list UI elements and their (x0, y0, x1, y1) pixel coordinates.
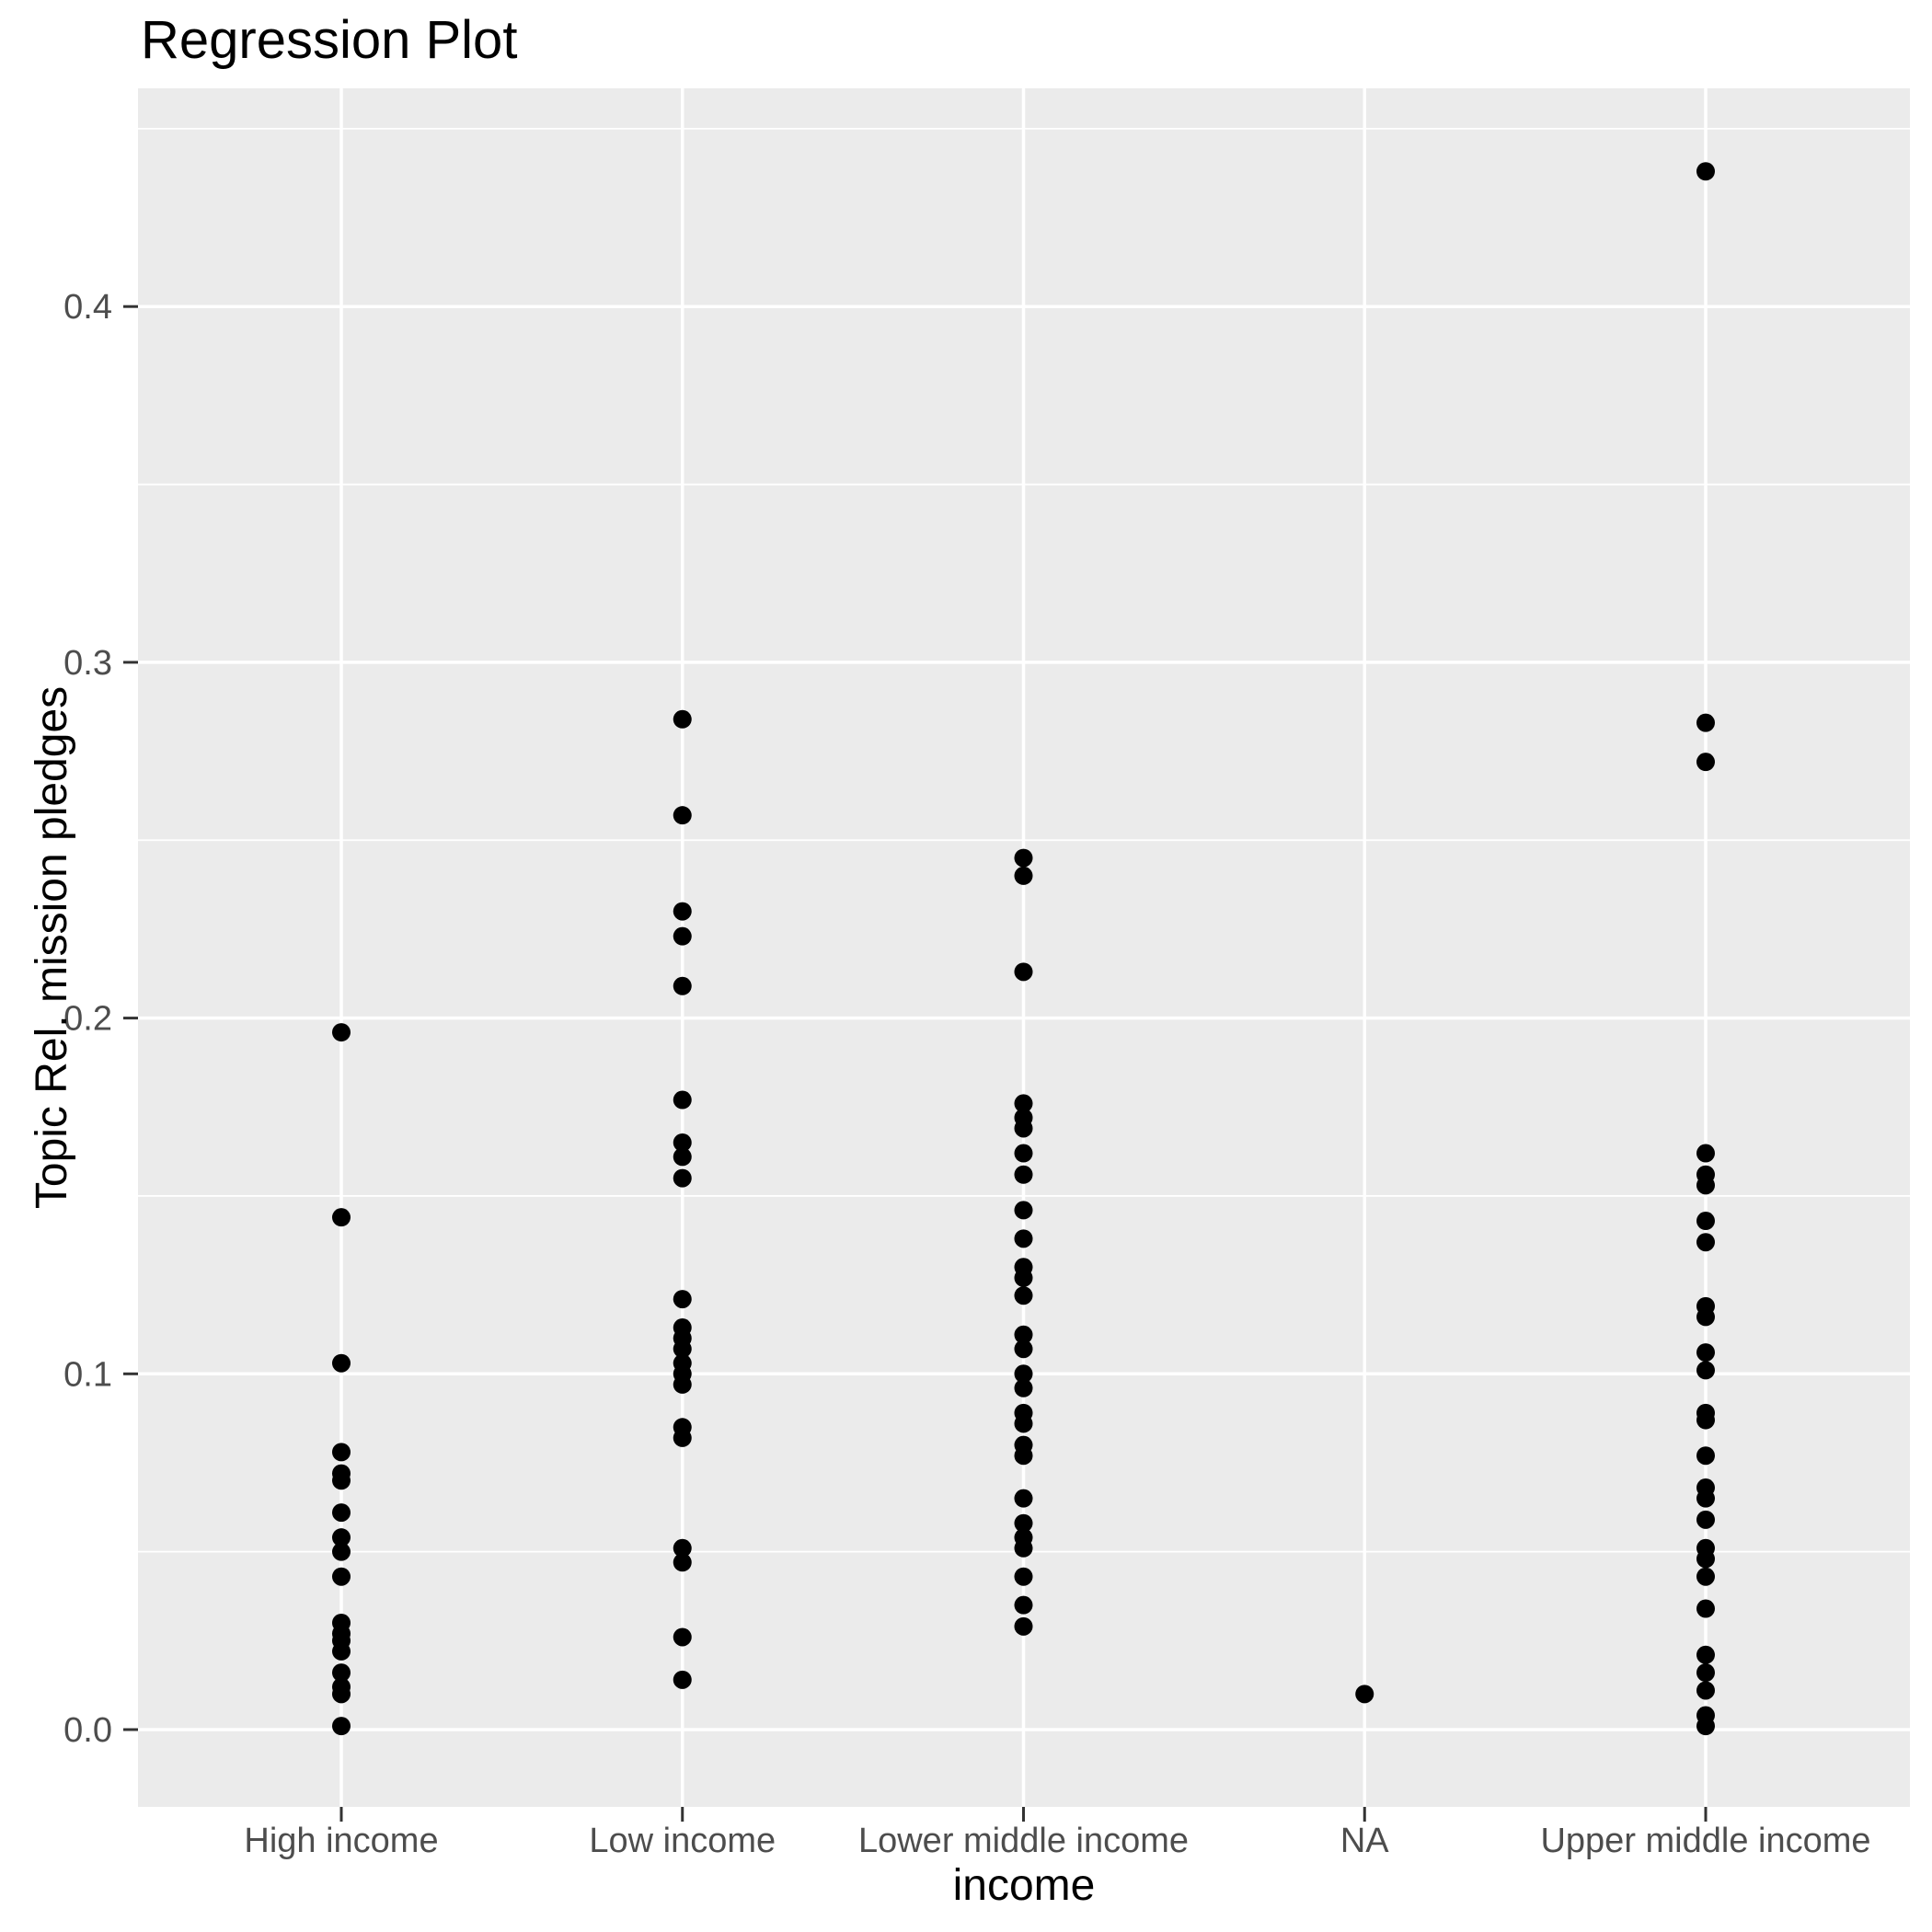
data-point (1355, 1685, 1374, 1704)
data-point (332, 1663, 351, 1683)
y-tick-label: 0.2 (63, 1000, 112, 1039)
x-tick-label: Low income (589, 1822, 776, 1860)
data-point (673, 1553, 692, 1572)
axis-tick-labels: 0.0 0.1 0.2 0.3 0.4 High income Low income Lowe… (63, 288, 1870, 1860)
data-point (673, 1168, 692, 1188)
x-tick-label: High income (244, 1822, 438, 1860)
data-point (1014, 1595, 1033, 1615)
data-point (673, 1090, 692, 1110)
data-point (332, 1717, 351, 1736)
data-point (1014, 1364, 1033, 1384)
data-point (673, 1133, 692, 1152)
y-tick-label: 0.4 (63, 288, 112, 327)
data-point (1696, 1510, 1715, 1529)
data-point (1696, 1361, 1715, 1380)
data-point (673, 1147, 692, 1167)
x-tick-label: NA (1340, 1822, 1389, 1860)
data-point (1696, 1717, 1715, 1736)
data-point (1696, 1307, 1715, 1327)
data-point (1696, 1233, 1715, 1252)
data-point (1696, 1446, 1715, 1466)
y-tick-label: 0.3 (63, 644, 112, 683)
data-point (1014, 848, 1033, 868)
y-axis-title: Topic Rel. mission pledges (28, 686, 76, 1209)
data-point (1696, 1343, 1715, 1363)
data-point (673, 902, 692, 921)
data-point (673, 1374, 692, 1394)
data-point (1014, 1268, 1033, 1287)
data-points (332, 162, 1715, 1736)
data-point (332, 1443, 351, 1462)
data-point (1014, 1144, 1033, 1163)
data-point (1014, 1567, 1033, 1586)
data-point (1696, 713, 1715, 732)
data-point (1014, 1201, 1033, 1220)
data-point (1696, 1212, 1715, 1231)
data-point (332, 1567, 351, 1586)
data-point (1014, 1340, 1033, 1359)
data-point (1696, 1410, 1715, 1430)
axis-tick-marks (123, 305, 1708, 1822)
data-point (1014, 1513, 1033, 1533)
data-point (1696, 162, 1715, 181)
data-point (1014, 1229, 1033, 1248)
data-point (673, 976, 692, 995)
data-point (673, 1538, 692, 1558)
data-point (673, 926, 692, 946)
data-point (1014, 866, 1033, 885)
data-point (1014, 1414, 1033, 1433)
data-point (673, 1670, 692, 1689)
data-point (673, 709, 692, 729)
data-point (1696, 1489, 1715, 1508)
data-point (673, 1627, 692, 1647)
data-point (1014, 962, 1033, 982)
data-point (1696, 1645, 1715, 1664)
data-point (332, 1542, 351, 1561)
x-tick-label: Upper middle income (1540, 1822, 1870, 1860)
data-point (1014, 1325, 1033, 1344)
plot-title: Regression Plot (141, 10, 517, 70)
data-point (1696, 1144, 1715, 1163)
data-point (1014, 1165, 1033, 1184)
data-point (1014, 1119, 1033, 1138)
data-point (332, 1528, 351, 1547)
data-point (1696, 1567, 1715, 1586)
data-point (332, 1208, 351, 1227)
data-point (332, 1353, 351, 1373)
data-point (1014, 1489, 1033, 1508)
data-point (332, 1503, 351, 1523)
data-point (1014, 1094, 1033, 1113)
data-point (1696, 1549, 1715, 1569)
data-point (673, 1428, 692, 1447)
data-point (1014, 1616, 1033, 1636)
data-point (1696, 1663, 1715, 1683)
data-point (332, 1023, 351, 1042)
x-tick-label: Lower middle income (858, 1822, 1189, 1860)
data-point (1014, 1378, 1033, 1397)
x-axis-title: income (953, 1861, 1096, 1910)
data-point (332, 1685, 351, 1704)
data-point (332, 1641, 351, 1661)
data-point (1014, 1286, 1033, 1305)
data-point (1696, 1599, 1715, 1618)
data-point (1696, 753, 1715, 772)
data-point (673, 806, 692, 825)
data-point (1696, 1176, 1715, 1195)
y-tick-label: 0.1 (63, 1355, 112, 1394)
data-point (1014, 1538, 1033, 1558)
data-point (673, 1340, 692, 1359)
data-point (332, 1471, 351, 1490)
y-tick-label: 0.0 (63, 1711, 112, 1750)
data-point (673, 1290, 692, 1309)
data-point (1014, 1446, 1033, 1466)
data-point (1696, 1681, 1715, 1700)
